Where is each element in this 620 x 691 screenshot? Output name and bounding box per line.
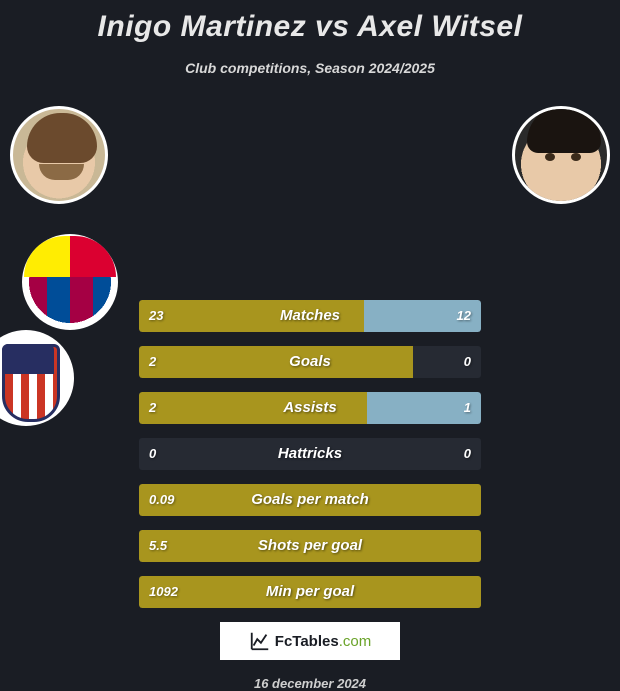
- subtitle: Club competitions, Season 2024/2025: [0, 60, 620, 76]
- player-face-icon: [515, 109, 607, 201]
- stat-label: Matches: [139, 300, 481, 332]
- stat-label: Goals: [139, 346, 481, 378]
- source-badge: FcTables.com: [220, 622, 400, 660]
- stat-label: Goals per match: [139, 484, 481, 516]
- player-right-avatar: [512, 106, 610, 204]
- stat-bars: 2312Matches 20Goals 21Assists 00Hattricks 0.…: [139, 298, 481, 608]
- stat-label: Min per goal: [139, 576, 481, 608]
- source-text: FcTables.com: [275, 633, 371, 650]
- stat-row: 5.5Shots per goal: [139, 530, 481, 562]
- stat-row: 2312Matches: [139, 300, 481, 332]
- brand-suffix: .com: [339, 633, 372, 650]
- comparison-area: 2312Matches 20Goals 21Assists 00Hattricks 0.…: [0, 106, 620, 608]
- stat-row: 00Hattricks: [139, 438, 481, 470]
- stat-row: 21Assists: [139, 392, 481, 424]
- stat-row: 1092Min per goal: [139, 576, 481, 608]
- stat-row: 0.09Goals per match: [139, 484, 481, 516]
- page-title: Inigo Martinez vs Axel Witsel: [0, 0, 620, 44]
- player-face-icon: [13, 109, 105, 201]
- date-text: 16 december 2024: [0, 676, 620, 691]
- stat-label: Assists: [139, 392, 481, 424]
- stat-row: 20Goals: [139, 346, 481, 378]
- player-left-avatar: [10, 106, 108, 204]
- chart-icon: [249, 630, 271, 652]
- brand-name: FcTables: [275, 633, 339, 650]
- club-left-badge-icon: [22, 234, 118, 330]
- stat-label: Shots per goal: [139, 530, 481, 562]
- stat-label: Hattricks: [139, 438, 481, 470]
- club-right-badge-icon: [0, 330, 74, 426]
